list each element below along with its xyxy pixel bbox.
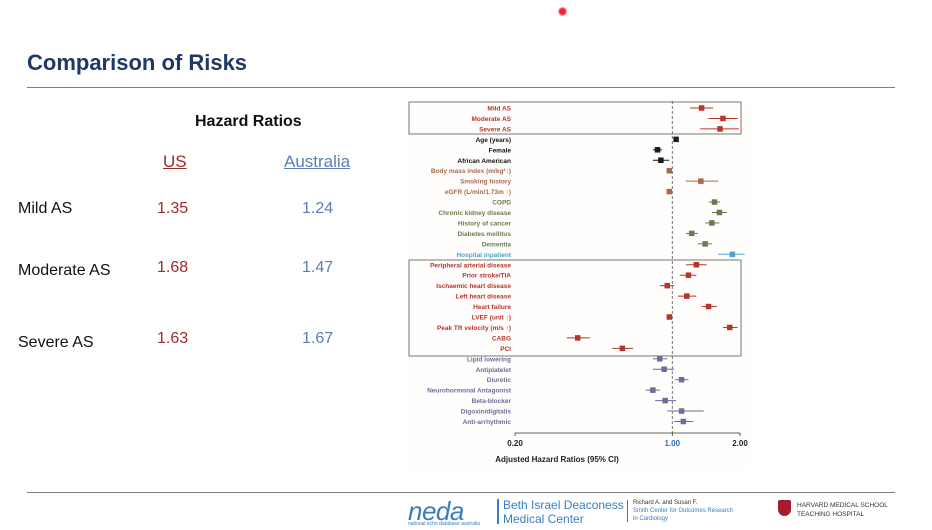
row-label: Mild AS xyxy=(487,106,511,113)
point-estimate xyxy=(716,209,723,216)
row-label: Beta-blocker xyxy=(472,398,512,405)
smith-center-line1: Richard A. and Susan F. xyxy=(633,500,698,506)
neda-subtitle: national echo database australia xyxy=(408,521,480,527)
point-estimate xyxy=(684,293,690,299)
row-label: Neurohormonal Antagonist xyxy=(427,388,512,395)
x-axis-tick-label: 2.00 xyxy=(732,439,748,448)
us-value-severe-as: 1.63 xyxy=(157,330,189,347)
logo-separator xyxy=(627,500,628,522)
row-label-severe-as: Severe AS xyxy=(18,334,94,351)
row-label: Female xyxy=(489,147,512,154)
row-label: Body mass index (m/kg²↑) xyxy=(431,168,511,175)
harvard-shield-icon xyxy=(778,500,791,516)
row-label: Diuretic xyxy=(487,377,512,384)
point-estimate xyxy=(662,397,668,404)
row-label: Moderate AS xyxy=(472,116,512,123)
row-label: Anti-arrhythmic xyxy=(463,419,512,426)
point-estimate xyxy=(650,387,656,393)
point-estimate xyxy=(698,178,704,184)
australia-value-severe-as: 1.67 xyxy=(302,330,334,347)
row-label: Peripheral arterial disease xyxy=(430,262,511,269)
row-label: History of cancer xyxy=(458,220,512,227)
row-label: COPD xyxy=(492,200,511,207)
point-estimate xyxy=(666,188,673,195)
point-estimate xyxy=(678,408,685,414)
point-estimate xyxy=(666,167,673,174)
point-estimate xyxy=(654,147,661,153)
point-estimate xyxy=(711,199,718,205)
row-label: Age (years) xyxy=(476,137,511,144)
row-label: Severe AS xyxy=(479,126,512,133)
row-label: CABG xyxy=(492,335,511,342)
us-value-moderate-as: 1.68 xyxy=(157,259,189,276)
row-label: Lipid lowering xyxy=(467,356,511,363)
row-label: Hospital inpatient xyxy=(456,252,511,259)
point-estimate xyxy=(705,303,712,310)
point-estimate xyxy=(680,418,687,425)
x-axis-label: Adjusted Hazard Ratios (95% CI) xyxy=(495,455,619,464)
point-estimate xyxy=(661,366,667,372)
bidmc-name-line2: Medical Center xyxy=(503,512,584,526)
slide-title: Comparison of Risks xyxy=(27,50,248,75)
bidmc-name-line1: Beth Israel Deaconess xyxy=(503,498,624,512)
point-estimate xyxy=(678,376,685,383)
row-label: Chronic kidney disease xyxy=(438,210,511,217)
point-estimate xyxy=(698,105,705,111)
row-label: Digoxin/digitalis xyxy=(461,409,512,416)
us-value-mild-as: 1.35 xyxy=(157,200,189,217)
x-axis-tick-label: 0.20 xyxy=(507,439,523,448)
row-label: Peak TR velocity (m/s ↑) xyxy=(437,325,511,332)
row-label: Diabetes mellitus xyxy=(458,231,512,238)
point-estimate xyxy=(726,324,733,331)
row-label: Antiplatelet xyxy=(476,367,512,374)
as-group-box xyxy=(408,101,742,135)
point-estimate xyxy=(658,157,664,163)
australia-value-moderate-as: 1.47 xyxy=(302,259,334,276)
row-label: African American xyxy=(457,158,511,165)
laser-pointer-dot xyxy=(558,7,567,16)
smith-center-line2: Smith Center for Outcomes Research xyxy=(633,508,734,514)
cardiac-group-box xyxy=(408,259,742,357)
row-label: PCI xyxy=(500,346,511,353)
row-label: Prior stroke/TIA xyxy=(462,273,511,280)
x-axis-tick-label: 1.00 xyxy=(664,439,680,448)
point-estimate xyxy=(702,241,708,247)
row-label: eGFR (L/min/1.73m ↑) xyxy=(445,189,511,196)
row-label-mild-as: Mild AS xyxy=(18,200,73,217)
point-estimate xyxy=(688,230,695,237)
point-estimate xyxy=(693,262,700,268)
point-estimate xyxy=(717,126,723,132)
point-estimate xyxy=(664,282,671,289)
row-label: Ischaemic heart disease xyxy=(436,283,511,290)
point-estimate xyxy=(709,220,715,226)
footer-divider xyxy=(27,492,895,493)
row-label: Dementia xyxy=(482,241,512,248)
bidmc-logo-bar xyxy=(497,499,499,524)
hms-line2: TEACHING HOSPITAL xyxy=(797,511,865,518)
smith-center-line3: in Cardiology xyxy=(633,516,669,522)
australia-column-header: Australia xyxy=(284,152,351,171)
point-estimate xyxy=(685,272,692,278)
hazard-ratios-heading: Hazard Ratios xyxy=(195,113,302,130)
hms-line1: HARVARD MEDICAL SCHOOL xyxy=(797,502,888,509)
row-label: Heart failure xyxy=(473,304,511,311)
row-label: LVEF (unit ↑) xyxy=(472,315,511,322)
point-estimate xyxy=(574,335,581,341)
australia-value-mild-as: 1.24 xyxy=(302,200,334,217)
point-estimate xyxy=(673,136,679,143)
row-label: Smoking history xyxy=(460,179,511,186)
neda-logo: neda xyxy=(408,496,464,526)
point-estimate xyxy=(666,314,673,320)
point-estimate xyxy=(619,345,626,352)
us-column-header: US xyxy=(163,152,187,171)
forest-plot: 0.20 1.00 2.00 Adjusted Hazard Ratios (95% … xyxy=(405,101,750,470)
point-estimate xyxy=(657,356,663,362)
point-estimate xyxy=(729,251,736,258)
title-divider xyxy=(27,87,895,88)
row-label: Left heart disease xyxy=(456,294,512,301)
row-label-moderate-as: Moderate AS xyxy=(18,262,111,279)
point-estimate xyxy=(720,115,726,122)
